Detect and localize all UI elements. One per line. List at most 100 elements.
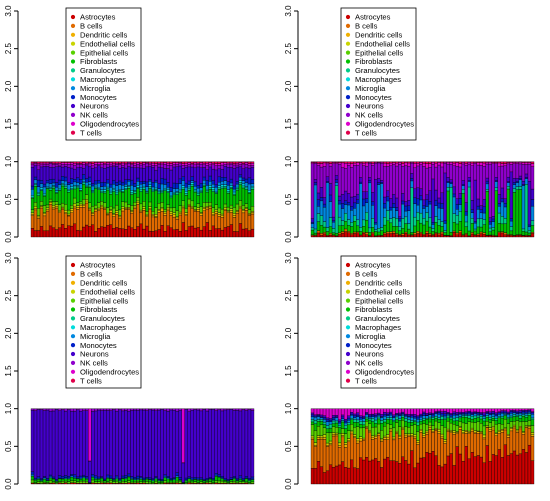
- bar-segment: [519, 409, 522, 411]
- bar-segment: [173, 217, 176, 230]
- bar-segment: [519, 186, 522, 189]
- bar-segment: [335, 409, 338, 415]
- bar-segment: [58, 213, 61, 228]
- bar-segment: [143, 229, 146, 237]
- bar-segment: [413, 168, 416, 189]
- bar-segment: [317, 206, 320, 213]
- bar-segment: [188, 163, 191, 165]
- bar-segment: [350, 420, 353, 425]
- legend-marker: [71, 334, 75, 338]
- bar-segment: [513, 425, 516, 426]
- bar-segment: [419, 429, 422, 431]
- bar-segment: [224, 204, 227, 207]
- bar-segment: [152, 217, 155, 232]
- bar-segment: [462, 186, 465, 189]
- bar-segment: [242, 184, 245, 186]
- bar-segment: [97, 162, 100, 164]
- bar-segment: [513, 162, 516, 163]
- bar-segment: [314, 447, 317, 469]
- bar-segment: [46, 478, 49, 480]
- bar-segment: [528, 409, 531, 410]
- legend-marker: [346, 272, 350, 276]
- bar-segment: [167, 165, 170, 168]
- bar-segment: [507, 164, 510, 177]
- bar-segment: [37, 192, 40, 193]
- bar-segment: [76, 182, 79, 185]
- bar-segment: [34, 180, 37, 184]
- bar-segment: [413, 226, 416, 233]
- bar-segment: [492, 426, 495, 428]
- bar-segment: [525, 428, 528, 453]
- bar-segment: [513, 451, 516, 484]
- bar-segment: [416, 188, 419, 199]
- bar-segment: [359, 437, 362, 439]
- bar-segment: [182, 186, 185, 188]
- bar-segment: [245, 162, 248, 164]
- bar-segment: [94, 211, 97, 231]
- bar-segment: [480, 227, 483, 232]
- bar-segment: [206, 209, 209, 223]
- bar-segment: [450, 187, 453, 232]
- bar-segment: [314, 233, 317, 235]
- bar-segment: [516, 411, 519, 412]
- bar-segment: [456, 447, 459, 484]
- bar-segment: [233, 476, 236, 477]
- bar-segment: [61, 203, 64, 207]
- bar-segment: [519, 162, 522, 164]
- bar-segment: [447, 421, 450, 429]
- bar-segment: [40, 481, 43, 482]
- bar-segment: [158, 409, 161, 410]
- bar-segment: [380, 442, 383, 468]
- bar-segment: [106, 164, 109, 167]
- bar-segment: [525, 413, 528, 415]
- bar-segment: [356, 163, 359, 166]
- bar-segment: [371, 415, 374, 417]
- bar-segment: [64, 481, 67, 483]
- bar-segment: [149, 409, 152, 410]
- bar-segment: [164, 191, 167, 210]
- bar-segment: [353, 208, 356, 215]
- bar-segment: [410, 409, 413, 414]
- bar-segment: [332, 467, 335, 484]
- bar-segment: [194, 228, 197, 237]
- bar-segment: [218, 177, 221, 182]
- bar-segment: [453, 232, 456, 237]
- bar-segment: [495, 164, 498, 178]
- bar-segment: [480, 434, 483, 458]
- y-tick-label: 1.5: [4, 118, 13, 130]
- bar-segment: [395, 207, 398, 210]
- bar-segment: [58, 166, 61, 180]
- bar-segment: [386, 419, 389, 424]
- bar-segment: [197, 410, 200, 478]
- bar-segment: [103, 191, 106, 193]
- bar-segment: [426, 409, 429, 414]
- bar-segment: [218, 475, 221, 477]
- bar-segment: [314, 430, 317, 442]
- bar-segment: [200, 162, 203, 163]
- bar-segment: [152, 409, 155, 410]
- bar-segment: [441, 426, 444, 435]
- bar-segment: [239, 185, 242, 201]
- bar-segment: [438, 414, 441, 417]
- bar-segment: [423, 416, 426, 419]
- bar-segment: [67, 163, 70, 165]
- bar-segment: [459, 412, 462, 413]
- bar-segment: [82, 162, 85, 163]
- bar-segment: [347, 420, 350, 422]
- bar-segment: [401, 430, 404, 457]
- bar-segment: [164, 209, 167, 212]
- bar-segment: [465, 432, 468, 434]
- bar-segment: [429, 409, 432, 413]
- bar-segment: [404, 415, 407, 416]
- bar-segment: [94, 210, 97, 211]
- bar-segment: [70, 163, 73, 165]
- legend-marker: [71, 59, 75, 63]
- bar-segment: [185, 216, 188, 231]
- bar-segment: [85, 164, 88, 166]
- bar-segment: [139, 211, 142, 212]
- bar-segment: [525, 184, 528, 232]
- bar-segment: [233, 168, 236, 185]
- bar-segment: [362, 425, 365, 428]
- bar-segment: [233, 410, 236, 476]
